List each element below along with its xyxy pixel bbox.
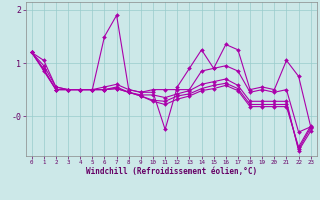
X-axis label: Windchill (Refroidissement éolien,°C): Windchill (Refroidissement éolien,°C)	[86, 167, 257, 176]
